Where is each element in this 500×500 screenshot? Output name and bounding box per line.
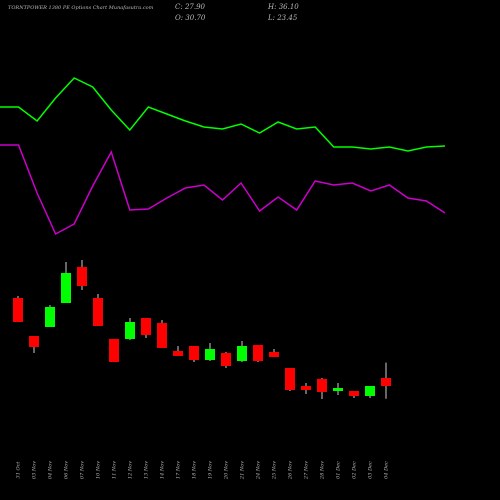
candle-body (333, 388, 343, 391)
candle-body (173, 351, 183, 356)
candle-body (381, 378, 391, 386)
candle-body (93, 298, 103, 326)
x-tick-label: 11 Nov (112, 461, 118, 479)
open-label: O: 30.70 (175, 14, 206, 22)
x-tick-label: 04 Nov (48, 461, 54, 479)
x-tick-label: 01 Dec (336, 461, 342, 479)
candle-body (205, 349, 215, 360)
x-tick-label: 03 Dec (368, 461, 374, 479)
candle-body (13, 298, 23, 322)
x-tick-label: 17 Nov (176, 461, 182, 479)
x-tick-label: 07 Nov (80, 461, 86, 479)
x-tick-label: 27 Nov (304, 461, 310, 480)
x-tick-label: 18 Nov (192, 461, 198, 479)
x-tick-label: 12 Nov (128, 461, 134, 479)
x-tick-label: 24 Nov (256, 461, 262, 480)
candle-body (285, 368, 295, 390)
low-label: L: 23.45 (267, 14, 298, 22)
x-tick-label: 26 Nov (288, 461, 294, 480)
candle-body (269, 352, 279, 357)
candle-body (365, 386, 375, 396)
candle-body (109, 339, 119, 362)
x-tick-label: 21 Nov (240, 461, 246, 480)
x-tick-label: 14 Nov (160, 461, 166, 479)
candle-body (189, 346, 199, 360)
candle-body (45, 307, 55, 327)
candle-body (301, 386, 311, 390)
candle-body (253, 345, 263, 361)
high-label: H: 36.10 (267, 3, 299, 11)
x-tick-label: 03 Nov (32, 461, 38, 479)
x-tick-label: 19 Nov (208, 461, 214, 479)
candle-body (125, 322, 135, 339)
x-tick-label: 28 Nov (320, 461, 326, 480)
chart-title: TORNTPOWER 1380 PE Options Chart Munafas… (8, 5, 154, 11)
indicator-line (0, 77, 446, 152)
candle-body (29, 336, 39, 347)
candle-body (349, 391, 359, 396)
indicator-line (0, 144, 446, 236)
x-tick-label: 31 Oct (16, 461, 22, 479)
x-tick-label: 02 Dec (352, 461, 358, 479)
x-tick-label: 25 Nov (272, 461, 278, 480)
candle-body (61, 273, 71, 303)
close-label: C: 27.90 (175, 3, 206, 11)
x-tick-label: 20 Nov (224, 461, 230, 480)
candle-body (141, 318, 151, 335)
candle-body (77, 267, 87, 286)
x-tick-label: 13 Nov (144, 461, 150, 479)
x-tick-label: 04 Dec (384, 461, 390, 479)
candle-body (221, 353, 231, 366)
x-tick-label: 10 Nov (96, 461, 102, 479)
candle-body (157, 323, 167, 348)
candle-body (317, 379, 327, 392)
x-tick-label: 06 Nov (64, 461, 70, 479)
candle-body (237, 346, 247, 361)
